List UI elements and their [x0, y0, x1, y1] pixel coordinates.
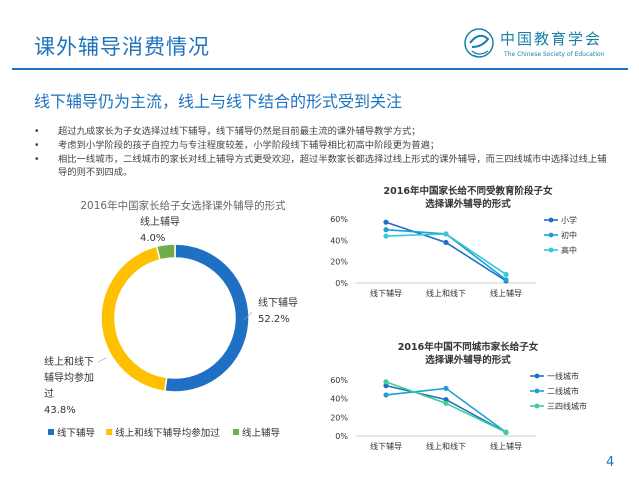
x-tick-label: 线上辅导: [490, 288, 522, 298]
line-chart-title: 选择课外辅导的形式: [425, 354, 511, 366]
data-point: [443, 239, 449, 246]
x-tick-label: 线上辅导: [490, 441, 522, 451]
legend-marker: [548, 232, 554, 238]
data-point: [503, 271, 509, 278]
legend-marker: [534, 388, 540, 394]
legend-marker: [548, 217, 554, 223]
donut-data-label: 52.2%: [258, 314, 290, 325]
donut-data-label: 4.0%: [140, 233, 165, 244]
x-tick-label: 线上和线下: [426, 288, 466, 298]
y-tick-label: 20%: [330, 413, 348, 422]
data-point: [383, 219, 389, 225]
legend-label: 线上和线下辅导均参加过: [115, 427, 220, 439]
donut-label-leader: [243, 311, 253, 321]
legend-swatch: [106, 429, 113, 435]
donut-data-label: 线上和线下: [44, 355, 94, 368]
logo-chinese-name: 中国教育学会: [500, 30, 603, 48]
data-point: [383, 379, 389, 385]
bullet-dot-icon: •: [34, 154, 40, 165]
bullet-text: 超过九成家长为子女选择过线下辅导，线下辅导仍然是目前最主流的课外辅导教学方式；: [58, 126, 421, 137]
line-chart-title: 2016年中国不同城市家长给子女: [398, 341, 539, 353]
y-tick-label: 40%: [330, 236, 348, 245]
donut-chart-title: 2016年中国家长给子女选择课外辅导的形式: [80, 199, 286, 212]
legend-label: 线上辅导: [242, 427, 280, 439]
data-point: [383, 233, 389, 239]
line-chart-title: 2016年中国家长给不同受教育阶段子女: [384, 185, 553, 197]
data-point: [443, 400, 449, 406]
data-point: [443, 385, 449, 391]
legend-label: 三四线城市: [547, 401, 587, 411]
bullet-dot-icon: •: [34, 140, 40, 151]
data-point: [443, 231, 449, 237]
legend-swatch: [233, 429, 239, 435]
legend-label: 小学: [561, 215, 577, 225]
page-title: 课外辅导消费情况: [34, 35, 210, 59]
legend-swatch: [48, 429, 54, 435]
bullet-list: • 超过九成家长为子女选择过线下辅导，线下辅导仍然是目前最主流的课外辅导教学方式；…: [34, 125, 609, 180]
data-point: [383, 383, 389, 389]
bullet-item: • 相比一线城市，二线城市的家长对线上辅导方式更受欢迎，超过半数家长都选择过线上形…: [34, 153, 609, 179]
legend-label: 一线城市: [547, 371, 579, 381]
bullet-text: 考虑到小学阶段的孩子自控力与专注程度较差，小学阶段线下辅导相比初高中阶段更为普遍…: [58, 140, 440, 151]
page-number: 4: [606, 455, 615, 470]
section-subtitle: 线下辅导仍为主流，线上与线下结合的形式受到关注: [34, 92, 403, 111]
donut-data-label: 线下辅导: [258, 296, 298, 309]
y-tick-label: 20%: [330, 258, 348, 267]
society-logo-icon: [464, 28, 494, 58]
donut-slice: [100, 245, 168, 393]
series-line: [385, 387, 507, 433]
logo-english-name: The Chinese Society of Education: [504, 51, 605, 58]
legend-marker: [548, 247, 554, 253]
legend-label: 线下辅导: [57, 427, 95, 439]
data-point: [383, 392, 389, 398]
bullet-text: 相比一线城市，二线城市的家长对线上辅导方式更受欢迎，超过半数家长都选择过线上形式…: [58, 154, 607, 178]
donut-data-label: 线上辅导: [140, 215, 180, 228]
y-tick-label: 0%: [335, 432, 348, 441]
donut-data-label: 43.8%: [44, 405, 76, 416]
donut-slice: [163, 243, 250, 393]
donut-label-leader: [97, 357, 107, 363]
bullet-dot-icon: •: [34, 126, 40, 137]
data-point: [503, 429, 509, 435]
title-divider: [12, 68, 628, 70]
data-point: [503, 277, 509, 283]
legend-label: 初中: [561, 230, 577, 240]
donut-data-label: 辅导均参加: [44, 371, 94, 384]
line-chart-title: 选择课外辅导的形式: [425, 198, 511, 210]
donut-data-label: 过: [44, 387, 54, 400]
bullet-item: • 超过九成家长为子女选择过线下辅导，线下辅导仍然是目前最主流的课外辅导教学方式；: [34, 125, 609, 138]
bullet-item: • 考虑到小学阶段的孩子自控力与专注程度较差，小学阶段线下辅导相比初高中阶段更为普…: [34, 139, 609, 152]
y-tick-label: 0%: [335, 279, 348, 288]
y-tick-label: 60%: [330, 376, 348, 385]
y-tick-label: 60%: [330, 215, 348, 224]
x-tick-label: 线下辅导: [370, 288, 402, 298]
legend-marker: [534, 403, 540, 409]
data-point: [443, 397, 449, 403]
legend-label: 二线城市: [547, 386, 579, 396]
series-line: [385, 228, 507, 281]
x-tick-label: 线上和线下: [426, 441, 466, 451]
y-tick-label: 40%: [330, 395, 348, 404]
donut-chart: 2016年中国家长给子女选择课外辅导的形式 线下辅导52.2%线上和线下辅导均参…: [44, 199, 298, 439]
x-tick-label: 线下辅导: [370, 441, 402, 451]
society-logo: 中国教育学会 The Chinese Society of Education: [462, 25, 605, 67]
legend-marker: [534, 373, 540, 379]
legend-label: 高中: [561, 245, 577, 255]
data-point: [383, 227, 389, 233]
